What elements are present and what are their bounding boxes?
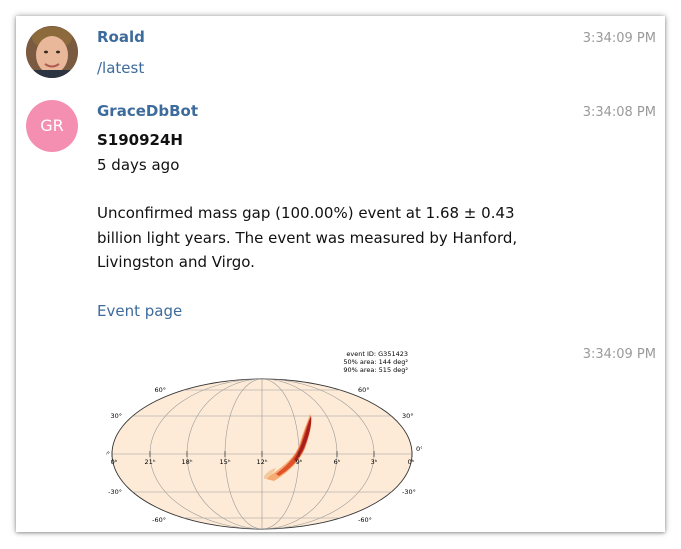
event-age: 5 days ago (97, 156, 180, 174)
dec-label: -30° (402, 488, 416, 496)
ra-label: 15ʰ (220, 458, 231, 466)
chat-timeline: Roald 3:34:09 PM /latest GR GraceDbBot 3… (16, 16, 665, 532)
message-timestamp: 3:34:08 PM (582, 105, 656, 120)
ra-label: 12ʰ (257, 458, 268, 466)
ra-label: 9ʰ (296, 458, 303, 466)
skymap-area-90: 90% area: 515 deg² (343, 366, 408, 374)
dec-label: -60° (152, 516, 166, 524)
dec-label: 60° (358, 386, 370, 394)
message-timestamp: 3:34:09 PM (582, 31, 656, 46)
ra-label: 6ʰ (334, 458, 341, 466)
event-id: S190924H (97, 131, 183, 149)
message-timestamp: 3:34:09 PM (582, 347, 656, 362)
dec-label: 30° (110, 412, 122, 420)
dec-label: 30° (402, 412, 414, 420)
sender-name[interactable]: Roald (97, 28, 145, 46)
event-description-line-3: Livingston and Virgo. (97, 253, 255, 271)
skymap-image[interactable]: event ID: G351423 50% area: 144 deg² 90%… (106, 350, 422, 532)
avatar[interactable] (26, 26, 78, 78)
ra-label: 0ʰ (111, 458, 118, 466)
dec-label: 60° (154, 386, 166, 394)
event-page-link[interactable]: Event page (97, 302, 183, 320)
avatar[interactable]: GR (26, 100, 78, 152)
ra-label: 3ʰ (371, 458, 378, 466)
skymap-event-id: event ID: G351423 (346, 350, 408, 358)
event-description-line-1: Unconfirmed mass gap (100.00%) event at … (97, 204, 515, 222)
ra-label: 18ʰ (182, 458, 193, 466)
ra-label: 0ʰ (408, 458, 415, 466)
message-roald: Roald 3:34:09 PM /latest (16, 16, 665, 90)
sender-name[interactable]: GraceDbBot (97, 102, 198, 120)
event-description-line-2: billion light years. The event was measu… (97, 229, 518, 247)
dec-label: -30° (108, 488, 122, 496)
user-photo-icon (26, 26, 78, 78)
ra-tick-marks (111, 451, 413, 457)
command-text: /latest (97, 59, 145, 77)
dec-label: -60° (358, 516, 372, 524)
skymap-area-50: 50% area: 144 deg² (343, 358, 408, 366)
message-gracedbbot: GR GraceDbBot 3:34:08 PM S190924H 5 days… (16, 90, 665, 350)
dec-label: 0° (106, 450, 110, 458)
probability-contour (264, 414, 312, 481)
dec-label: 0° (416, 445, 422, 453)
ra-label: 21ʰ (145, 458, 156, 466)
